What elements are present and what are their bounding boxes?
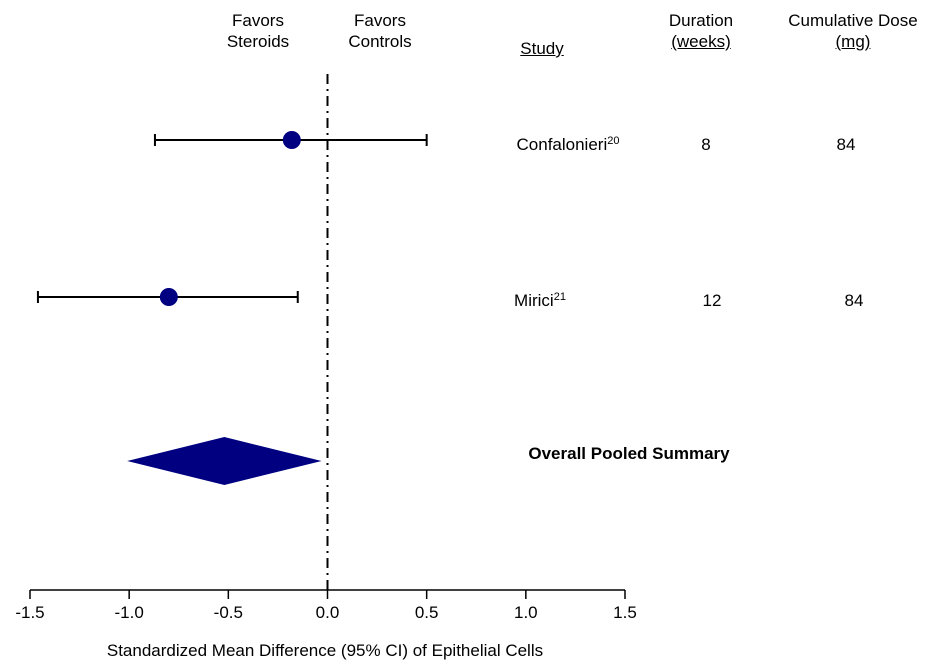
x-tick-label: -1.0: [115, 603, 144, 622]
x-tick-label: -1.5: [15, 603, 44, 622]
favors-left-line1: Favors: [232, 11, 284, 30]
pooled-summary-label: Overall Pooled Summary: [528, 444, 730, 463]
point-estimate: [282, 131, 301, 149]
pooled-diamond: [127, 437, 322, 485]
favors-left-line2: Steroids: [226, 32, 290, 51]
favors-right-line2: Controls: [348, 32, 412, 51]
favors-right-line1: Favors: [354, 11, 406, 30]
dose-header-line1: Cumulative Dose: [788, 11, 918, 30]
dose-confalonieri: 84: [836, 135, 856, 154]
duration-confalonieri: 8: [701, 135, 711, 154]
dose-header-line2: (mg): [835, 32, 871, 51]
x-tick-label: 0.5: [415, 603, 439, 622]
x-axis: -1.5 -1.0 -0.5 0.0 0.5 1.0 1.5: [15, 589, 637, 622]
x-tick-label: 1.5: [613, 603, 637, 622]
study-marks: [36, 131, 428, 485]
x-axis-label: Standardized Mean Difference (95% CI) of…: [106, 641, 544, 660]
study-name-confalonieri: Confalonieri20: [516, 135, 620, 154]
duration-header-line2: (weeks): [671, 32, 731, 51]
x-tick-label: -0.5: [214, 603, 243, 622]
study-name-mirici: Mirici21: [514, 291, 566, 310]
dose-mirici: 84: [844, 291, 864, 310]
x-tick-label: 0.0: [316, 603, 340, 622]
point-estimate: [159, 288, 178, 306]
duration-mirici: 12: [702, 291, 722, 310]
study-column-header: Study: [520, 39, 564, 58]
x-tick-label: 1.0: [514, 603, 538, 622]
duration-header-line1: Duration: [668, 11, 734, 30]
